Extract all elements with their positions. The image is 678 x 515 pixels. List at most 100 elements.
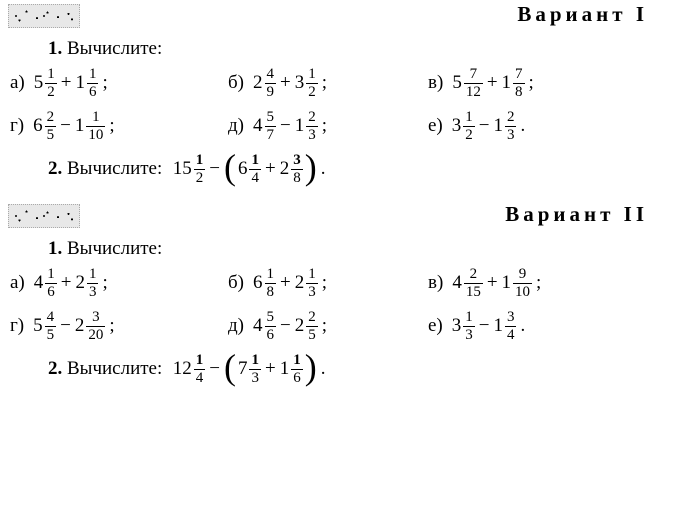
item-v: в) 4215 + 1910 ; <box>428 267 678 300</box>
denominator: 2 <box>45 83 57 100</box>
whole: 4 <box>452 272 462 295</box>
whole: 5 <box>452 72 462 95</box>
task1-row-1: а) 416 + 213 ; б) 618 + 213 ; в) 4215 + … <box>0 267 678 300</box>
denominator: 6 <box>45 283 57 300</box>
denominator: 6 <box>291 369 303 386</box>
item-d: д) 456 − 225 ; <box>228 310 428 343</box>
item-e: е) 312 − 123 . <box>428 110 678 143</box>
punct: ; <box>536 272 541 295</box>
numerator: 1 <box>194 353 206 369</box>
item-label: б) <box>228 72 244 95</box>
item-label: а) <box>10 272 25 295</box>
whole: 1 <box>502 272 512 295</box>
numerator: 1 <box>45 67 57 83</box>
numerator: 1 <box>463 110 475 126</box>
punct: ; <box>322 115 327 138</box>
numerator: 1 <box>87 67 99 83</box>
numerator: 7 <box>468 67 480 83</box>
whole: 3 <box>295 72 305 95</box>
denominator: 4 <box>505 326 517 343</box>
denominator: 12 <box>464 83 483 100</box>
denominator: 2 <box>194 169 206 186</box>
task2: 2. Вычислите: 1214 − ( 713 + 116 ) . <box>0 353 678 386</box>
item-g: г) 625 − 1110 ; <box>10 110 228 143</box>
item-label: д) <box>228 115 244 138</box>
punct: . <box>321 358 326 381</box>
item-b: б) 618 + 213 ; <box>228 267 428 300</box>
denominator: 10 <box>86 126 105 143</box>
item-label: в) <box>428 72 443 95</box>
whole: 1 <box>502 72 512 95</box>
whole: 1 <box>75 72 85 95</box>
item-label: г) <box>10 315 24 338</box>
operator: − <box>280 115 291 138</box>
operator: − <box>209 358 220 381</box>
whole: 6 <box>238 158 248 181</box>
item-label: а) <box>10 72 25 95</box>
numerator: 2 <box>468 267 480 283</box>
task1-row-1: а) 512 + 116 ; б) 249 + 312 ; в) 5712 + … <box>0 67 678 100</box>
denominator: 3 <box>306 126 318 143</box>
item-label: д) <box>228 315 244 338</box>
numerator: 2 <box>306 110 318 126</box>
whole: 2 <box>253 72 263 95</box>
denominator: 7 <box>265 126 277 143</box>
denominator: 4 <box>194 369 206 386</box>
operator: − <box>479 115 490 138</box>
item-label: б) <box>228 272 244 295</box>
denominator: 5 <box>306 326 318 343</box>
variant-block-2: Вариант II 1. Вычислите: а) 416 + 213 ; … <box>0 200 678 386</box>
task2-number: 2. <box>48 358 62 381</box>
numerator: 1 <box>90 110 102 126</box>
operator: + <box>61 272 72 295</box>
denominator: 3 <box>87 283 99 300</box>
operator: − <box>60 315 71 338</box>
whole: 2 <box>280 158 290 181</box>
variant-title: Вариант II <box>505 202 648 227</box>
numerator: 1 <box>249 353 261 369</box>
operator: + <box>487 72 498 95</box>
punct: ; <box>322 272 327 295</box>
punct: ; <box>109 115 114 138</box>
whole: 2 <box>295 315 305 338</box>
operator: − <box>479 315 490 338</box>
task2-text: Вычислите: <box>67 358 162 381</box>
ornament-icon <box>8 4 80 28</box>
item-v: в) 5712 + 178 ; <box>428 67 678 100</box>
whole: 2 <box>75 272 85 295</box>
denominator: 8 <box>265 283 277 300</box>
task2-text: Вычислите: <box>67 158 162 181</box>
task1-number: 1. <box>48 238 62 259</box>
task1-row-2: г) 545 − 2320 ; д) 456 − 225 ; е) 313 − … <box>0 310 678 343</box>
paren-close-icon: ) <box>305 353 317 382</box>
whole: 6 <box>33 115 43 138</box>
whole: 1 <box>75 115 85 138</box>
task1-row-2: г) 625 − 1110 ; д) 457 − 123 ; е) 312 − … <box>0 110 678 143</box>
paren-open-icon: ( <box>224 153 236 182</box>
whole: 1 <box>295 115 305 138</box>
numerator: 3 <box>90 310 102 326</box>
punct: ; <box>322 72 327 95</box>
item-label: е) <box>428 315 443 338</box>
item-g: г) 545 − 2320 ; <box>10 310 228 343</box>
numerator: 1 <box>87 267 99 283</box>
variant-header: Вариант II <box>0 200 678 234</box>
punct: . <box>321 158 326 181</box>
numerator: 5 <box>265 310 277 326</box>
punct: ; <box>529 72 534 95</box>
denominator: 10 <box>513 283 532 300</box>
numerator: 9 <box>517 267 529 283</box>
whole: 1 <box>493 115 503 138</box>
punct: ; <box>109 315 114 338</box>
task2-number: 2. <box>48 158 62 181</box>
whole: 7 <box>238 358 248 381</box>
denominator: 3 <box>463 326 475 343</box>
whole: 4 <box>253 315 263 338</box>
numerator: 1 <box>265 267 277 283</box>
variant-title: Вариант I <box>517 2 648 27</box>
denominator: 5 <box>45 326 57 343</box>
task1-text: Вычислите: <box>67 238 162 259</box>
numerator: 2 <box>505 110 517 126</box>
operator: + <box>487 272 498 295</box>
whole: 5 <box>34 72 44 95</box>
